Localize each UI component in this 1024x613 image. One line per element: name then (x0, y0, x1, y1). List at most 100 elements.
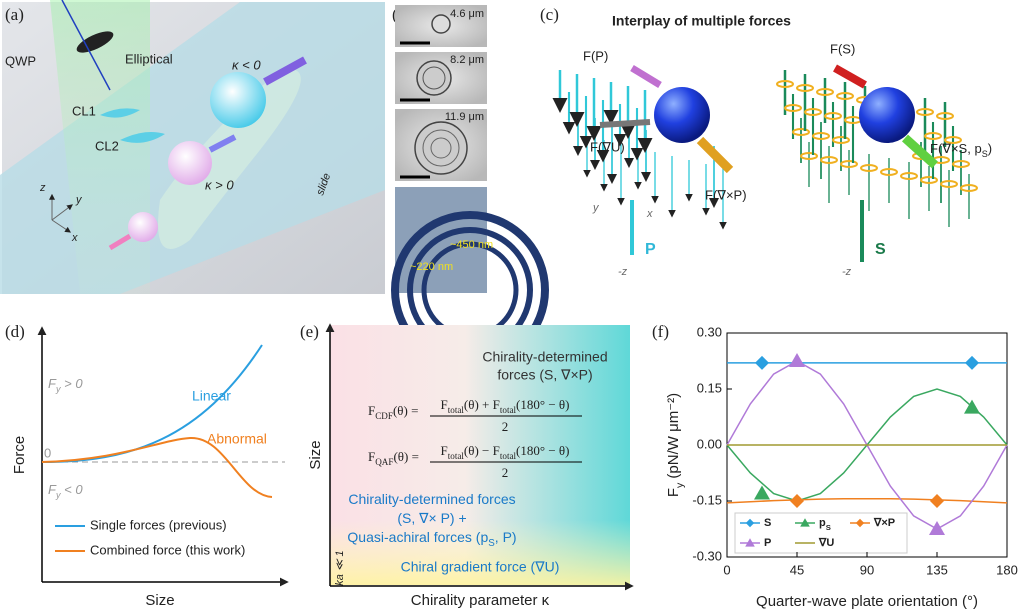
marker (930, 494, 944, 508)
panel-f: (f) Fy (pN/W μm⁻²) Quarter-wave plate or… (652, 322, 1018, 610)
phase-background (330, 325, 630, 585)
s-loop (944, 136, 962, 144)
panel-c: (c) Interplay of multiple forces F(P) F(∇… (540, 5, 992, 278)
text-part: F(∇×S, p (930, 141, 982, 156)
y-axis-label: Size (307, 440, 324, 469)
text-part: (θ) − F (464, 443, 500, 458)
s-loop (796, 84, 814, 92)
marker (755, 355, 769, 370)
y-tick-label: 0.30 (697, 324, 722, 339)
x-axis-label: Size (145, 592, 174, 609)
text-part: (S, ∇× P) + (397, 510, 466, 526)
label: κ > 0 (205, 177, 234, 192)
equation-lhs: FCDF(θ) = (368, 403, 418, 421)
text-part: total (500, 405, 517, 415)
particle-positive (168, 141, 212, 185)
qwp-plate (76, 31, 114, 53)
text-part: F (368, 403, 375, 418)
particle-small (128, 212, 158, 242)
text-part: (θ) = (393, 449, 418, 464)
beam-ray (61, 0, 111, 91)
panel-d: (d) Force Size Fy > 0 Fy < 0 0 Linear Ab… (5, 322, 289, 609)
equation-numerator: Ftotal(θ) − Ftotal(180° − θ) (441, 443, 570, 461)
s-loop (936, 112, 954, 120)
panel-title: Interplay of multiple forces (612, 13, 791, 29)
particle-negative (210, 72, 266, 128)
text-part: (θ) + F (464, 397, 500, 412)
arrow (208, 134, 237, 153)
force-label: x (646, 208, 653, 220)
s-loop (800, 152, 818, 160)
s-loop (880, 168, 898, 176)
text-part: Chirality-determined forces (348, 491, 515, 507)
region-label: Quasi-achiral forces (pS, P) (347, 529, 516, 549)
y-tick-label: 0.00 (697, 436, 722, 451)
x-tick-label: 0 (723, 562, 730, 577)
panel-label: (d) (5, 322, 25, 341)
s-loop (840, 160, 858, 168)
text-part: QAF (375, 457, 393, 467)
marker (964, 399, 980, 414)
equation-lhs: FQAF(θ) = (368, 449, 419, 467)
marker (800, 518, 810, 527)
label: CL2 (95, 138, 119, 153)
marker (745, 538, 755, 547)
spacing-label: ~450 nm (450, 239, 493, 251)
series-line (726, 498, 1008, 504)
curve-label: Linear (192, 388, 231, 404)
legend-label: Combined force (this work) (90, 542, 245, 557)
s-loop (784, 104, 802, 112)
y-tick-label: -0.15 (692, 492, 722, 507)
s-loop (952, 160, 970, 168)
s-loop (836, 92, 854, 100)
particle-image (431, 14, 451, 34)
y-axis-label: Fy (pN/W μm⁻²) (665, 393, 686, 497)
text-part: (180° − θ) (516, 443, 569, 458)
s-loop (924, 132, 942, 140)
text-part: y (674, 482, 686, 488)
text-part: F (48, 482, 57, 497)
label: Elliptical (125, 51, 173, 66)
panel-b: (b) 4.6 μm 8.2 μm 11.9 μm ~450 nm ~220 n… (391, 5, 549, 369)
force-arrow (630, 65, 662, 88)
region-label: forces (S, ∇×P) (497, 367, 592, 383)
marker (790, 494, 804, 508)
label: CL1 (72, 103, 96, 118)
axis-label: x (71, 232, 78, 244)
s-loop (832, 136, 850, 144)
text-part: F (441, 397, 448, 412)
panel-label: (c) (540, 5, 559, 24)
label: QWP (5, 53, 36, 68)
s-loop (940, 180, 958, 188)
axis-label: y (75, 194, 83, 206)
panel-e: (e) Chirality-determined forces (S, ∇×P)… (300, 322, 634, 609)
x-tick-label: 90 (860, 562, 874, 577)
s-loop (824, 112, 842, 120)
limit-label: ka ≪ 1 (334, 550, 346, 585)
text-part: Quasi-achiral forces (p (347, 529, 488, 545)
text-part: F (441, 443, 448, 458)
force-label: P (645, 241, 656, 258)
particle-image (416, 60, 452, 96)
region-label: (S, ∇× P) + (397, 510, 466, 526)
label: κ < 0 (232, 57, 261, 72)
text-part: total (500, 451, 517, 461)
force-label: F(∇×S, pS) (930, 141, 992, 159)
panel-label: (f) (652, 322, 669, 341)
legend-label: Single forces (previous) (90, 517, 227, 532)
s-loop (900, 172, 918, 180)
equation-denominator: 2 (502, 465, 509, 480)
text-part: total (448, 451, 465, 461)
legend-label: P (764, 537, 771, 549)
panel-label: (a) (5, 5, 24, 24)
legend-label: S (764, 517, 771, 529)
particle-image (422, 129, 460, 167)
s-loop (776, 80, 794, 88)
zero-label: 0 (44, 445, 51, 460)
particle (859, 87, 915, 143)
x-tick-label: 180 (996, 562, 1018, 577)
legend-label: ∇U (818, 537, 834, 549)
size-label: 4.6 μm (450, 8, 484, 20)
